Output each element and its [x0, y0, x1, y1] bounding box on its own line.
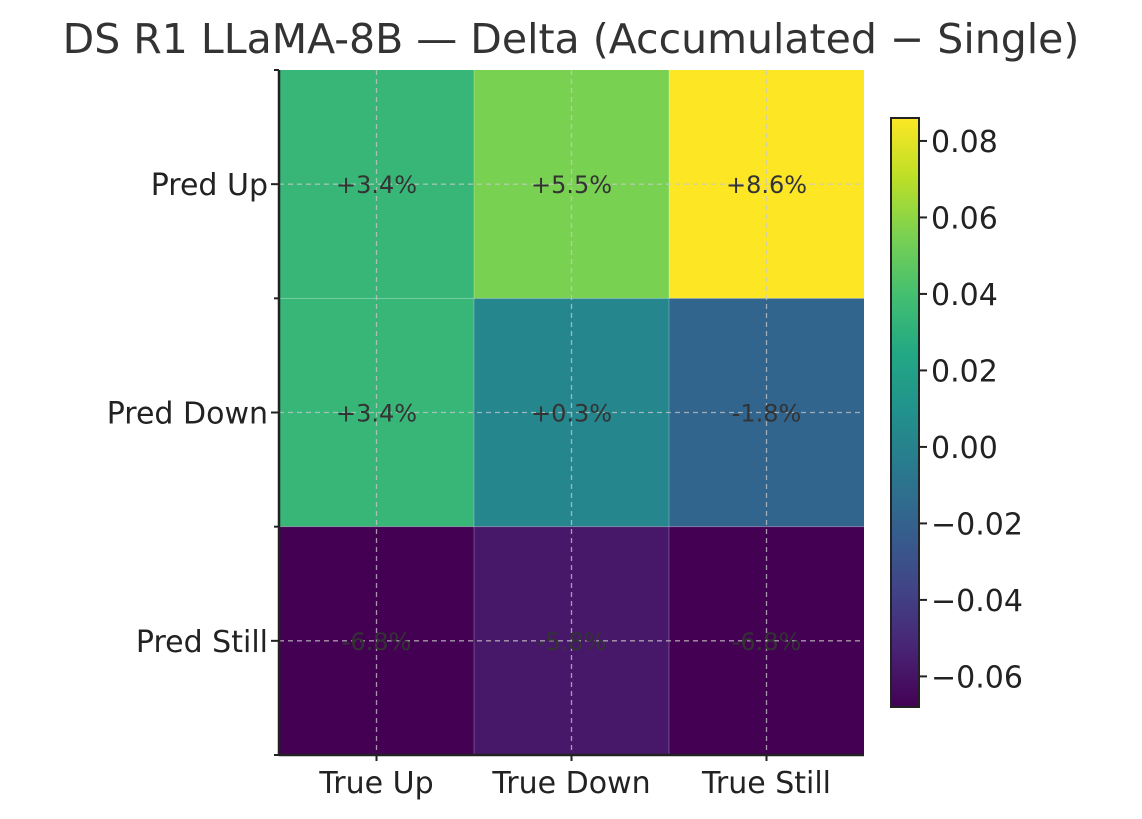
cell-value-label: +3.4% [336, 171, 417, 199]
cell-value-label: -5.8% [537, 628, 607, 656]
cell-value-label: +3.4% [336, 400, 417, 428]
y-tick-label: Pred Up [151, 168, 268, 203]
colorbar-tick-label: 0.08 [931, 125, 998, 160]
cell-value-label: +5.5% [531, 171, 612, 199]
y-tick-label: Pred Down [107, 397, 268, 432]
colorbar-tick-label: 0.02 [931, 354, 998, 389]
colorbar-ticks: −0.06 −0.04 −0.02 0.00 0.02 0.04 0.06 0.08 [919, 125, 1023, 695]
x-axis-ticks: True Up True Down True Still [318, 755, 831, 801]
chart-title: DS R1 LLaMA-8B — Delta (Accumulated − Si… [63, 15, 1080, 63]
colorbar-tick-label: 0.00 [931, 431, 998, 466]
colorbar-tick-label: −0.06 [931, 660, 1023, 695]
x-tick-label: True Down [491, 766, 650, 801]
cell-value-label: -6.8% [342, 628, 412, 656]
cell-value-label: -1.8% [732, 400, 802, 428]
gridlines [279, 70, 864, 755]
colorbar-tick-label: −0.02 [931, 507, 1023, 542]
colorbar-tick-label: 0.06 [931, 201, 998, 236]
x-tick-label: True Up [318, 766, 433, 801]
y-axis-ticks: Pred Up Pred Down Pred Still [107, 168, 279, 660]
colorbar [890, 117, 920, 708]
cell-value-label: +0.3% [531, 400, 612, 428]
colorbar-tick-label: −0.04 [931, 584, 1023, 619]
cell-value-label: -6.8% [732, 628, 802, 656]
cell-labels: +3.4% +5.5% +8.6% +3.4% +0.3% -1.8% -6.8% -5.8%… [336, 171, 807, 656]
x-tick-label: True Still [701, 766, 831, 801]
colorbar-tick-label: 0.04 [931, 278, 998, 313]
y-tick-label: Pred Still [136, 625, 268, 660]
cell-value-label: +8.6% [726, 171, 807, 199]
